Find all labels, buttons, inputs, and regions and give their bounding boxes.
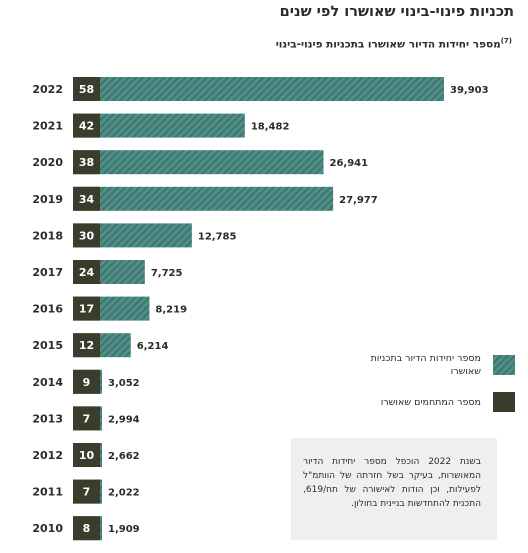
plans-count-box: [73, 223, 100, 248]
plans-count-label: 24: [79, 266, 95, 279]
units-value-label: 26,941: [329, 158, 368, 169]
plans-count-label: 30: [79, 229, 95, 242]
year-label: 2011: [32, 486, 63, 499]
year-label: 2019: [32, 193, 63, 206]
year-label: 2013: [32, 412, 63, 425]
year-label: 2010: [32, 522, 63, 535]
plans-count-label: 9: [83, 376, 91, 389]
units-value-label: 3,052: [108, 378, 140, 389]
legend-item-units: מספר יחידות הדיור בתכניות שאושרו: [340, 352, 515, 378]
year-label: 2015: [32, 339, 63, 352]
units-value-label: 39,903: [450, 85, 489, 96]
note-text: בשנת 2022 הוכפל מספר יחידות הדיור המאושר…: [303, 457, 481, 509]
plans-count-box: [73, 333, 100, 358]
note-box: בשנת 2022 הוכפל מספר יחידות הדיור המאושר…: [291, 438, 497, 540]
plans-count-box: [73, 296, 100, 321]
plans-count-box: [73, 406, 100, 431]
legend-swatch-plans: [493, 392, 515, 412]
plans-count-label: 17: [79, 303, 94, 316]
units-value-label: 6,214: [137, 341, 169, 352]
units-bar: [73, 150, 324, 175]
legend-label-units: מספר יחידות הדיור בתכניות שאושרו: [370, 353, 481, 377]
plans-count-box: [73, 77, 100, 101]
plans-count-label: 38: [79, 156, 94, 169]
units-bar: [73, 77, 444, 101]
plans-count-label: 7: [83, 412, 91, 425]
units-bar: [73, 113, 245, 138]
plans-count-box: [73, 516, 100, 541]
plans-count-box: [73, 443, 100, 467]
plans-count-box: [73, 150, 100, 175]
legend-label-plans: מספר המתחמים שאושרו: [380, 396, 481, 408]
year-label: 2022: [32, 83, 63, 96]
chart-title: תכניות פינוי-בינוי שאושרו לפי שנים: [279, 4, 514, 20]
year-label: 2012: [32, 449, 63, 462]
year-label: 2020: [32, 156, 63, 169]
plans-count-label: 34: [79, 193, 95, 206]
units-value-label: 18,482: [251, 122, 290, 133]
units-value-label: 27,977: [339, 195, 378, 206]
subtitle-note-marker: (7): [500, 37, 512, 45]
units-value-label: 2,994: [108, 414, 140, 425]
legend: מספר יחידות הדיור בתכניות שאושרו מספר המ…: [340, 352, 515, 426]
plans-count-label: 8: [83, 522, 91, 535]
units-value-label: 2,022: [108, 488, 140, 499]
legend-item-plans: מספר המתחמים שאושרו: [340, 392, 515, 412]
units-value-label: 1,909: [108, 524, 140, 535]
plans-count-label: 7: [83, 486, 91, 499]
plans-count-box: [73, 369, 100, 394]
year-label: 2014: [32, 376, 63, 389]
plans-count-box: [73, 260, 100, 284]
plans-count-label: 58: [79, 83, 94, 96]
units-value-label: 12,785: [198, 231, 237, 242]
year-label: 2016: [32, 303, 63, 316]
year-label: 2021: [32, 120, 63, 133]
legend-swatch-units: [493, 355, 515, 375]
units-value-label: 2,662: [108, 451, 140, 462]
year-label: 2018: [32, 229, 63, 242]
plans-count-label: 42: [79, 120, 94, 133]
units-value-label: 8,219: [155, 305, 187, 316]
plans-count-box: [73, 186, 100, 211]
plans-count-box: [73, 479, 100, 504]
units-value-label: 7,725: [151, 268, 183, 279]
chart-subtitle: (7)מספר יחידות הדיור שאושרו בתכניות פינו…: [276, 37, 512, 51]
plans-count-label: 10: [79, 449, 95, 462]
plans-count-label: 12: [79, 339, 94, 352]
units-bar: [73, 186, 334, 211]
plans-count-box: [73, 113, 100, 138]
year-label: 2017: [32, 266, 63, 279]
chart-subtitle-text: מספר יחידות הדיור שאושרו בתכניות פינוי-ב…: [275, 38, 501, 51]
